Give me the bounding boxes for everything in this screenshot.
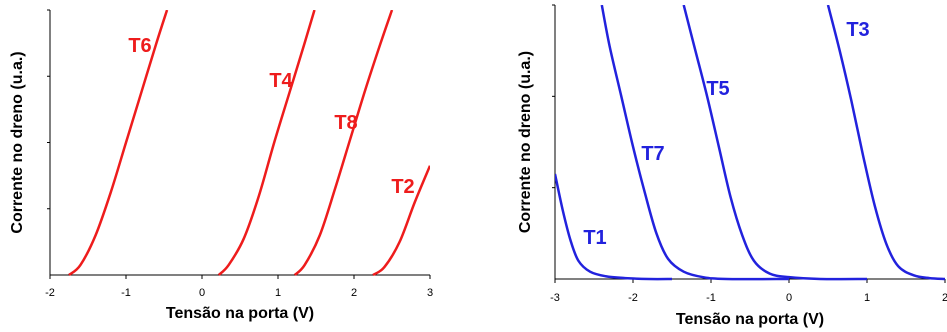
series-line-t2 bbox=[372, 165, 430, 277]
series-line-t5 bbox=[682, 5, 868, 281]
x-tick-label: -2 bbox=[628, 292, 638, 304]
series-label-t8: T8 bbox=[334, 112, 357, 134]
x-tick-label: 2 bbox=[351, 287, 357, 299]
x-tick-label: 1 bbox=[275, 287, 281, 299]
x-tick-label: -1 bbox=[706, 292, 716, 304]
series-line-t4 bbox=[217, 10, 316, 276]
series-label-t2: T2 bbox=[391, 176, 414, 198]
x-tick-label: -2 bbox=[45, 287, 55, 299]
x-tick-label: -3 bbox=[550, 292, 560, 304]
x-tick-label: 0 bbox=[786, 292, 792, 304]
x-tick-label: -1 bbox=[121, 287, 131, 299]
series-label-t5: T5 bbox=[706, 78, 729, 100]
x-tick-label: 1 bbox=[864, 292, 870, 304]
series-line-t8 bbox=[293, 10, 394, 276]
chart-2: -3 -2 -1 0 1 2 Tensão na porta (V) Corrente no … bbox=[517, 4, 947, 328]
x-tick-label: 3 bbox=[427, 287, 433, 299]
series-label-t7: T7 bbox=[641, 143, 664, 165]
series-line-t1 bbox=[555, 173, 673, 281]
series-label-t3: T3 bbox=[846, 19, 869, 41]
x-tick-label: 0 bbox=[199, 287, 205, 299]
series-line-t3 bbox=[826, 5, 945, 281]
series-label-t1: T1 bbox=[583, 227, 606, 249]
chart-1: -2 -1 0 1 2 3 Tensão na porta (V) Corrente no d… bbox=[9, 9, 433, 322]
y-axis-label: Corrente no dreno (u.a.) bbox=[9, 51, 26, 233]
series-label-t4: T4 bbox=[269, 70, 293, 92]
x-axis-label: Tensão na porta (V) bbox=[166, 305, 314, 322]
series-line-t6 bbox=[68, 10, 169, 277]
x-axis-label: Tensão na porta (V) bbox=[676, 311, 824, 328]
x-tick-label: 2 bbox=[942, 292, 947, 304]
series-line-t7 bbox=[600, 5, 790, 281]
series-label-t6: T6 bbox=[128, 35, 151, 57]
y-axis-label: Corrente no dreno (u.a.) bbox=[517, 51, 534, 233]
